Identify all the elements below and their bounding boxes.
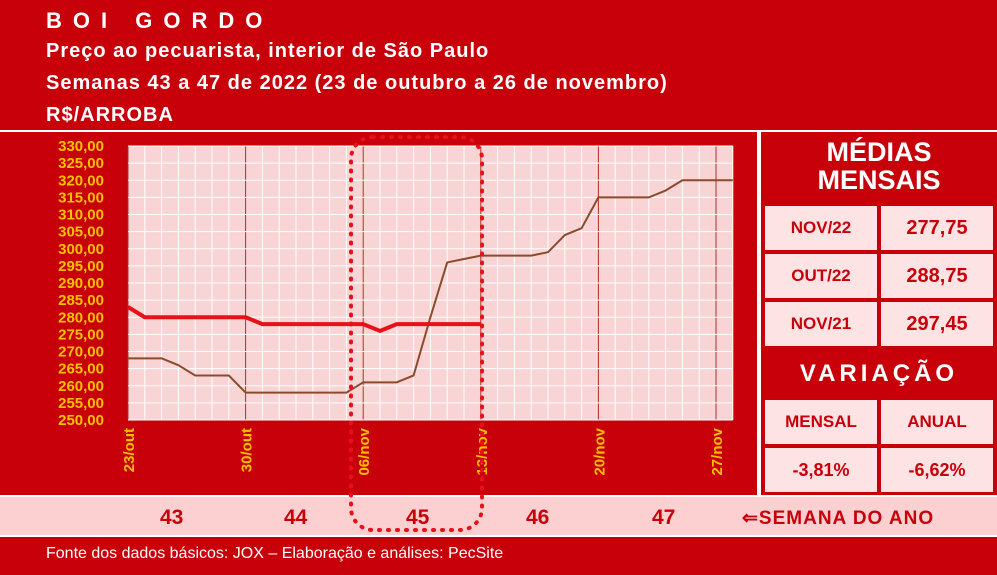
y-tick-label: 300,00 <box>58 241 104 258</box>
y-tick-label: 275,00 <box>58 326 104 343</box>
y-tick-label: 285,00 <box>58 292 104 309</box>
variation-value: -6,62% <box>881 448 993 492</box>
subtitle: Preço ao pecuarista, interior de São Pau… <box>46 40 490 62</box>
week-number: 45 <box>406 506 430 529</box>
x-tick-label: 30/out <box>239 428 256 472</box>
week-number: 47 <box>652 506 676 529</box>
chart: 23/out 30/out 06/nov 13/nov 20/nov 27/nov 250,… <box>58 138 734 476</box>
week-number: 44 <box>284 506 308 529</box>
period: Semanas 43 a 47 de 2022 (23 de outubro a… <box>46 72 668 94</box>
y-tick-label: 250,00 <box>58 412 104 429</box>
row-value: 288,75 <box>881 254 993 298</box>
week-number: 43 <box>160 506 184 529</box>
title: BOI GORDO <box>46 8 274 33</box>
variation-header: ANUAL <box>881 400 993 444</box>
source: Fonte dos dados básicos: JOX – Elaboraçã… <box>46 545 504 562</box>
x-tick-label: 27/nov <box>709 427 726 475</box>
variation-title: VARIAÇÃO <box>799 360 959 387</box>
y-tick-label: 315,00 <box>58 189 104 206</box>
y-tick-label: 265,00 <box>58 361 104 378</box>
row-value: 277,75 <box>881 206 993 250</box>
y-tick-label: 290,00 <box>58 275 104 292</box>
y-tick-label: 280,00 <box>58 309 104 326</box>
y-tick-label: 270,00 <box>58 344 104 361</box>
footer: Fonte dos dados básicos: JOX – Elaboraçã… <box>0 537 997 575</box>
variation-value: -3,81% <box>765 448 877 492</box>
x-tick-label: 23/out <box>121 428 138 472</box>
row-label: NOV/22 <box>765 206 877 250</box>
unit: R$/ARROBA <box>46 104 174 126</box>
row-label: NOV/21 <box>765 302 877 346</box>
panel-title: MÉDIAS MENSAIS <box>817 137 941 195</box>
y-tick-label: 295,00 <box>58 258 104 275</box>
y-tick-label: 310,00 <box>58 207 104 224</box>
side-panel: MÉDIAS MENSAIS NOV/22 277,75 OUT/22 288,… <box>761 132 997 495</box>
header: BOI GORDO Preço ao pecuarista, interior … <box>0 0 997 130</box>
row-value: 297,45 <box>881 302 993 346</box>
week-label: ⇐SEMANA DO ANO <box>742 508 935 529</box>
x-tick-label: 06/nov <box>356 427 373 475</box>
y-tick-label: 325,00 <box>58 155 104 172</box>
y-tick-label: 305,00 <box>58 224 104 241</box>
y-tick-label: 260,00 <box>58 378 104 395</box>
variation-header: MENSAL <box>765 400 877 444</box>
weeks-row: 43 44 45 46 47 ⇐SEMANA DO ANO <box>0 497 997 535</box>
x-tick-label: 20/nov <box>591 427 608 475</box>
y-tick-label: 255,00 <box>58 395 104 412</box>
row-label: OUT/22 <box>765 254 877 298</box>
x-tick-label: 13/nov <box>474 427 491 475</box>
y-tick-label: 320,00 <box>58 172 104 189</box>
week-number: 46 <box>526 506 550 529</box>
y-tick-label: 330,00 <box>58 138 104 155</box>
